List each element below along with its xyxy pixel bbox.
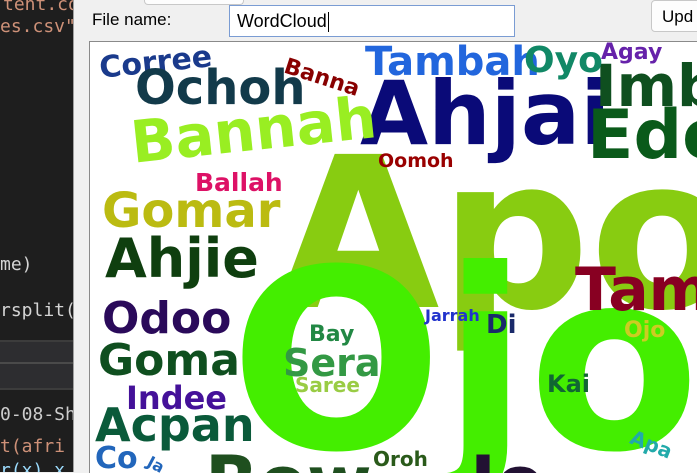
wordcloud-word: Ojo — [624, 318, 666, 343]
wordcloud-word: Di — [486, 310, 517, 340]
code-line: r(x).x — [0, 460, 66, 472]
file-name-input[interactable]: WordCloud — [229, 5, 515, 37]
wordcloud-word: Saree — [295, 373, 360, 397]
wordcloud-word: Edo — [587, 96, 697, 175]
file-name-value: WordCloud — [237, 11, 327, 31]
editor-panel-divider — [0, 340, 73, 390]
wordcloud-word: Jarrah — [425, 306, 480, 325]
wordcloud-word: Jo — [470, 447, 544, 473]
text-caret — [327, 12, 329, 33]
wordcloud-word: Row — [205, 447, 372, 473]
wordcloud-word: Ja — [144, 452, 168, 473]
wordcloud-word: Kai — [547, 370, 591, 398]
file-name-label: File name: — [92, 10, 172, 29]
wordcloud-word: Bay — [309, 322, 355, 347]
wordcloud-word: Acpan — [95, 398, 255, 452]
wordcloud-word: Oomoh — [378, 150, 454, 172]
wordcloud-word: Indee — [126, 379, 227, 417]
wordcloud-word: Agay — [601, 41, 663, 65]
wordcloud-word: Ahjie — [105, 227, 259, 290]
wordcloud-preview: ApoaOjooAhjaiImbaEdoTambahOyoAgayBannaCo… — [89, 41, 697, 473]
wordcloud-word: Sera — [283, 341, 381, 385]
wordcloud-word: Co — [95, 441, 138, 473]
wordcloud-word: Tamb — [575, 255, 697, 325]
wordcloud-word: Apoa — [277, 112, 697, 357]
wordcloud-word: Odoo — [102, 293, 232, 344]
code-line: tent.co — [3, 0, 73, 15]
wordcloud-word: Oyo — [524, 41, 603, 81]
code-line: me) — [0, 254, 33, 275]
dialog-button-edge[interactable] — [144, 0, 244, 5]
wordcloud-word: Gomar — [102, 183, 281, 239]
code-line: t(afri — [0, 436, 66, 457]
wordcloud-word: Ahjai — [360, 62, 611, 165]
save-dialog: File name: WordCloud Upd ApoaOjoo AhjaiIm… — [73, 0, 697, 473]
update-button[interactable]: Upd — [651, 0, 697, 32]
wordcloud-word: Ballah — [195, 168, 283, 197]
wordcloud-word: Tambah — [365, 41, 540, 85]
code-line: rsplit( — [0, 300, 73, 321]
wordcloud-word: Goma — [98, 335, 240, 386]
wordcloud-word: Oroh — [373, 447, 428, 471]
wordcloud-word: Ojoo — [230, 216, 697, 473]
code-line: es.csv" — [0, 16, 73, 37]
wordcloud-word: Imba — [595, 52, 697, 120]
code-line: 0-08-Shint — [0, 404, 73, 425]
wordcloud-word: Ochoh — [135, 60, 306, 116]
